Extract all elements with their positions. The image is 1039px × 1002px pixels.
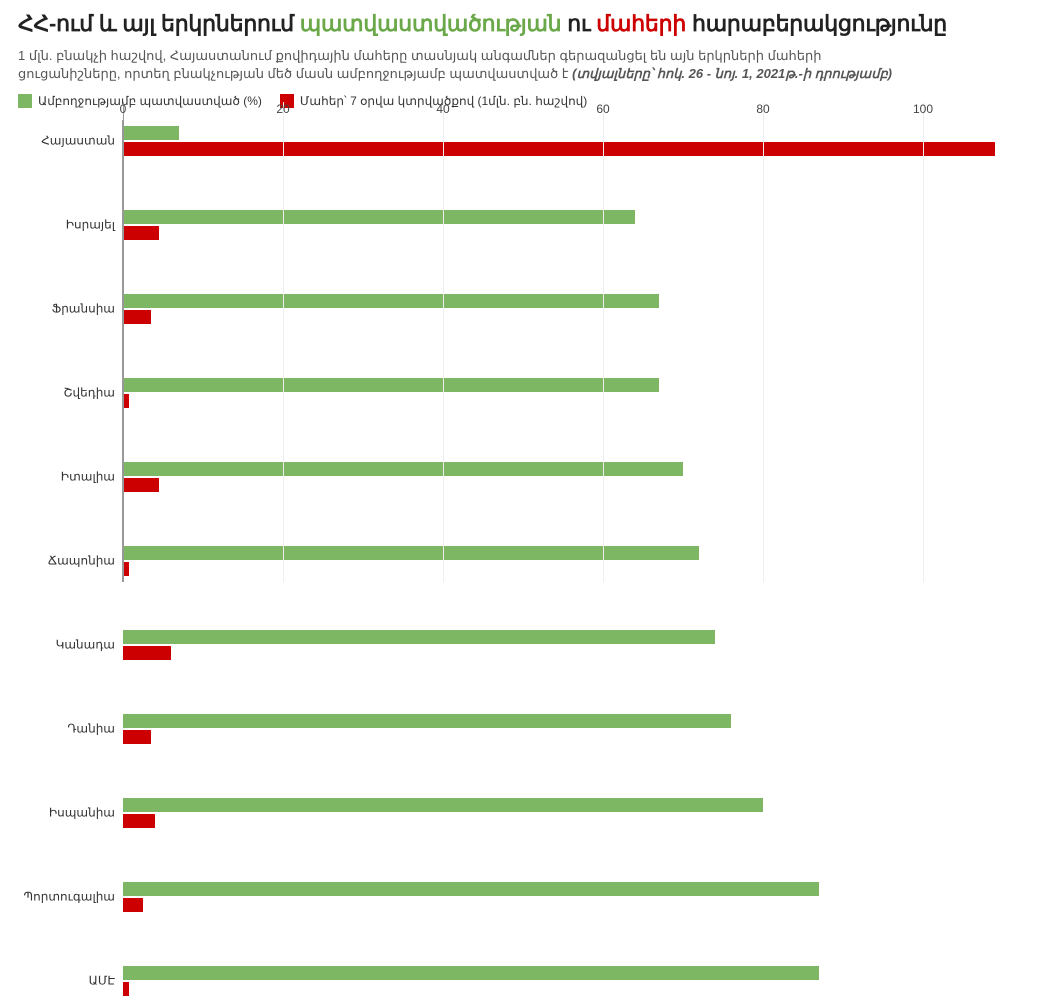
bar-vaccinated [123, 462, 683, 476]
category-label: Իսրայել [19, 219, 123, 232]
bar-vaccinated [123, 546, 699, 560]
category-label: Ֆրանսիա [19, 303, 123, 316]
bar-deaths [123, 478, 159, 492]
bar-row: Իսրայել [123, 204, 1002, 246]
bar-deaths [123, 982, 129, 996]
bar-vaccinated [123, 798, 763, 812]
legend-item-vaccinated: Ամբողջությամբ պատվաստված (%) [18, 94, 262, 108]
title-part-5: հարաբերակցությունը [686, 11, 947, 36]
bar-row: Ֆրանսիա [123, 288, 1002, 330]
bar-deaths [123, 730, 151, 744]
bar-row: Պորտուգալիա [123, 876, 1002, 918]
category-label: Իտալիա [19, 471, 123, 484]
bar-vaccinated [123, 966, 819, 980]
gridline [923, 102, 924, 582]
bar-vaccinated [123, 630, 715, 644]
x-tick-label: 20 [276, 102, 289, 116]
category-label: ԱՄԷ [19, 975, 123, 988]
bar-deaths [123, 142, 995, 156]
bar-deaths [123, 646, 171, 660]
category-label: Հայաստան [19, 135, 123, 148]
chart-area: Հայաստան Իսրայել Ֆրանսիա Շվեդիա Իտալիա Ճապոնի… [122, 120, 1021, 582]
bar-vaccinated [123, 714, 731, 728]
category-label: Շվեդիա [19, 387, 123, 400]
x-tick-label: 60 [596, 102, 609, 116]
x-tick-label: 80 [756, 102, 769, 116]
bar-row: Ճապոնիա [123, 540, 1002, 582]
gridline [763, 102, 764, 582]
bar-row: ԱՄԷ [123, 960, 1002, 1002]
title-part-1: ՀՀ-ում և այլ երկրներում [18, 11, 300, 36]
legend-label-vaccinated: Ամբողջությամբ պատվաստված (%) [38, 94, 262, 108]
plot-area: Հայաստան Իսրայել Ֆրանսիա Շվեդիա Իտալիա Ճապոնի… [122, 120, 1002, 582]
bar-deaths [123, 226, 159, 240]
bar-deaths [123, 814, 155, 828]
category-label: Իսպանիա [19, 807, 123, 820]
bar-row: Հայաստան [123, 120, 1002, 162]
bar-row: Շվեդիա [123, 372, 1002, 414]
bar-deaths [123, 898, 143, 912]
category-label: Ճապոնիա [19, 555, 123, 568]
gridline [283, 102, 284, 582]
bar-vaccinated [123, 882, 819, 896]
gridline [443, 102, 444, 582]
legend-item-deaths: Մահեր՝ 7 օրվա կտրվածքով (1մլն. բն. հաշվո… [280, 94, 587, 108]
bar-row: Դանիա [123, 708, 1002, 750]
subtitle-emph: (տվյալները՝ հոկ. 26 - նոյ. 1, 2021թ.-ի դ… [572, 66, 892, 81]
x-tick-label: 0 [120, 102, 127, 116]
gridline [603, 102, 604, 582]
bar-rows: Հայաստան Իսրայել Ֆրանսիա Շվեդիա Իտալիա Ճապոնի… [123, 120, 1002, 582]
category-label: Դանիա [19, 723, 123, 736]
bar-vaccinated [123, 210, 635, 224]
category-label: Կանադա [19, 639, 123, 652]
chart-title: ՀՀ-ում և այլ երկրներում պատվաստվածության… [18, 10, 1021, 39]
legend-swatch-vaccinated [18, 94, 32, 108]
x-tick-label: 40 [436, 102, 449, 116]
bar-vaccinated [123, 294, 659, 308]
bar-vaccinated [123, 378, 659, 392]
chart-subtitle: 1 մլն. բնակչի հաշվով, Հայաստանում քովիդա… [18, 47, 918, 85]
legend: Ամբողջությամբ պատվաստված (%) Մահեր՝ 7 օր… [18, 94, 1021, 108]
bar-row: Իտալիա [123, 456, 1002, 498]
gridline [123, 102, 124, 582]
bar-vaccinated [123, 126, 179, 140]
bar-row: Իսպանիա [123, 792, 1002, 834]
title-part-red: մահերի [596, 11, 686, 36]
title-part-3: ու [561, 11, 596, 36]
bar-row: Կանադա [123, 624, 1002, 666]
title-part-green: պատվաստվածության [300, 11, 562, 36]
bar-deaths [123, 310, 151, 324]
category-label: Պորտուգալիա [19, 891, 123, 904]
x-tick-label: 100 [913, 102, 933, 116]
